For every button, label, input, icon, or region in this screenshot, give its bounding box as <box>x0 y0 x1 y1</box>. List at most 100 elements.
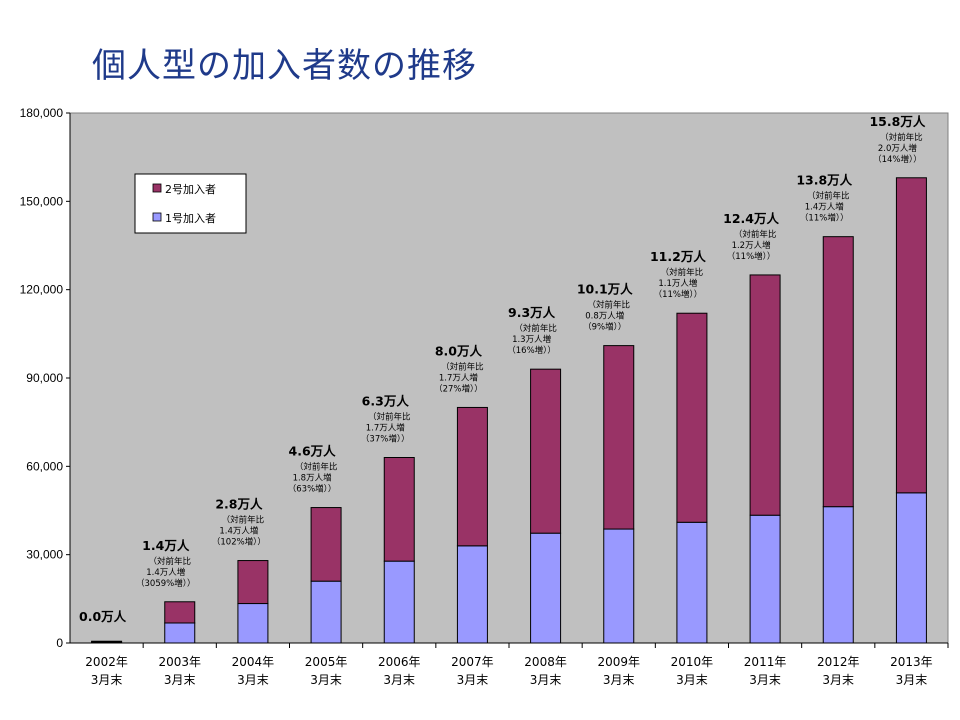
total-label: 4.6万人 <box>289 444 337 459</box>
bar-1go <box>383 560 415 644</box>
change-annotation: （対前年比 <box>148 556 191 567</box>
x-tick-label-month: 3月末 <box>822 673 854 687</box>
change-annotation: 1.7万人増 <box>366 423 405 434</box>
x-tick-label-month: 3月末 <box>457 673 489 687</box>
x-tick-label-year: 2010年 <box>671 655 714 669</box>
change-annotation: （11%増）） <box>654 289 703 300</box>
bar-2go <box>530 368 562 534</box>
x-tick-label-year: 2006年 <box>378 655 421 669</box>
change-annotation: （対前年比 <box>807 191 850 202</box>
total-label: 10.1万人 <box>577 282 633 297</box>
change-annotation: 1.4万人増 <box>805 202 844 213</box>
x-tick-label-year: 2007年 <box>451 655 494 669</box>
legend-swatch-2go <box>152 183 162 193</box>
x-tick-label-month: 3月末 <box>91 673 123 687</box>
y-tick-label: 60,000 <box>26 459 63 473</box>
change-annotation: （対前年比 <box>734 229 777 240</box>
bar-2go <box>164 601 196 624</box>
bar-2go <box>822 236 854 508</box>
total-label: 8.0万人 <box>435 343 483 358</box>
bar-2go <box>310 507 342 582</box>
change-annotation: 1.8万人増 <box>293 473 332 484</box>
total-label: 0.0万人 <box>79 609 127 624</box>
x-tick-label-year: 2011年 <box>744 655 787 669</box>
x-tick-label-month: 3月末 <box>530 673 562 687</box>
bar-1go <box>822 506 854 644</box>
change-annotation: 1.7万人増 <box>439 372 478 383</box>
y-tick-label: 120,000 <box>20 283 64 297</box>
bar-1go <box>749 514 781 644</box>
y-tick-label: 90,000 <box>26 371 63 385</box>
x-tick-label-year: 2008年 <box>524 655 567 669</box>
legend-swatch-1go <box>152 212 162 222</box>
bar-2go <box>237 560 269 605</box>
change-annotation: （対前年比 <box>368 412 411 423</box>
change-annotation: 1.4万人増 <box>146 567 185 578</box>
change-annotation: （37%増）） <box>361 434 410 445</box>
change-annotation: （3059%増）） <box>136 578 195 589</box>
change-annotation: 0.8万人増 <box>585 311 624 322</box>
bar-1go <box>895 492 927 644</box>
change-annotation: （102%増）） <box>212 537 266 548</box>
legend-label-1go: 1号加入者 <box>165 212 216 225</box>
bar-2go <box>676 312 708 523</box>
x-tick-label-year: 2005年 <box>305 655 348 669</box>
change-annotation: （11%増）） <box>800 213 849 224</box>
change-annotation: 1.2万人増 <box>732 240 771 251</box>
bar-2go <box>91 640 123 643</box>
bar-1go <box>164 622 196 644</box>
y-tick-label: 0 <box>56 636 63 650</box>
change-annotation: 1.4万人増 <box>219 526 258 537</box>
y-tick-label: 180,000 <box>20 106 64 120</box>
x-tick-label-year: 2003年 <box>158 655 201 669</box>
change-annotation: （14%増）） <box>873 154 922 165</box>
x-tick-label-month: 3月末 <box>164 673 196 687</box>
change-annotation: （対前年比 <box>295 462 338 473</box>
change-annotation: （対前年比 <box>222 515 265 526</box>
total-label: 9.3万人 <box>508 305 556 320</box>
change-annotation: （11%増）） <box>727 251 776 262</box>
change-annotation: 2.0万人増 <box>878 143 917 154</box>
bar-1go <box>603 528 635 644</box>
change-annotation: （対前年比 <box>661 267 704 278</box>
change-annotation: （対前年比 <box>441 361 484 372</box>
bar-1go <box>310 580 342 644</box>
total-label: 1.4万人 <box>142 538 190 553</box>
total-label: 12.4万人 <box>723 211 779 226</box>
total-label: 6.3万人 <box>362 394 410 409</box>
legend-label-2go: 2号加入者 <box>165 183 216 196</box>
total-label: 15.8万人 <box>869 114 925 129</box>
x-tick-label-month: 3月末 <box>310 673 342 687</box>
bar-1go <box>676 521 708 644</box>
x-tick-label-month: 3月末 <box>237 673 269 687</box>
x-tick-label-year: 2009年 <box>597 655 640 669</box>
total-label: 2.8万人 <box>215 497 263 512</box>
change-annotation: （対前年比 <box>880 132 923 143</box>
bar-2go <box>383 457 415 562</box>
total-label: 13.8万人 <box>796 173 852 188</box>
change-annotation: （対前年比 <box>587 300 630 311</box>
change-annotation: （27%増）） <box>434 383 483 394</box>
x-tick-label-month: 3月末 <box>676 673 708 687</box>
y-tick-label: 150,000 <box>20 194 64 208</box>
bar-2go <box>456 406 488 547</box>
y-tick-label: 30,000 <box>26 548 63 562</box>
x-tick-label-year: 2002年 <box>85 655 128 669</box>
x-tick-label-year: 2004年 <box>232 655 275 669</box>
x-tick-label-year: 2013年 <box>890 655 933 669</box>
change-annotation: 1.1万人増 <box>658 278 697 289</box>
bar-1go <box>456 545 488 644</box>
x-tick-label-month: 3月末 <box>383 673 415 687</box>
change-annotation: 1.3万人増 <box>512 334 551 345</box>
x-tick-label-year: 2012年 <box>817 655 860 669</box>
change-annotation: （9%増）） <box>583 322 626 333</box>
total-label: 11.2万人 <box>650 249 706 264</box>
x-tick-label-month: 3月末 <box>603 673 635 687</box>
bar-1go <box>237 603 269 644</box>
change-annotation: （対前年比 <box>514 323 557 334</box>
bar-2go <box>603 345 635 530</box>
change-annotation: （63%増）） <box>288 484 337 495</box>
x-tick-label-month: 3月末 <box>896 673 928 687</box>
page-title: 個人型の加入者数の推移 <box>92 46 477 86</box>
